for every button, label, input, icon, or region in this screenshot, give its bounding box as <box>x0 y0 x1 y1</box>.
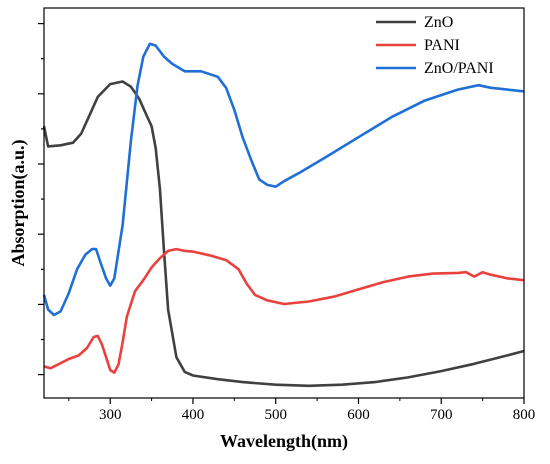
x-tick-label: 600 <box>347 407 370 423</box>
series-lines <box>42 42 525 388</box>
x-tick-label: 500 <box>264 407 287 423</box>
legend: ZnO PANI ZnO/PANI <box>376 14 494 77</box>
series-line-1 <box>43 247 525 374</box>
series-line-2 <box>42 42 525 317</box>
x-tick-label: 800 <box>513 407 536 423</box>
x-tick-label: 400 <box>182 407 205 423</box>
legend-label-0: ZnO <box>424 14 453 31</box>
legend-label-1: PANI <box>424 37 460 54</box>
series-line-0 <box>42 80 525 388</box>
x-tick-label: 300 <box>99 407 122 423</box>
legend-label-2: ZnO/PANI <box>424 60 494 77</box>
axis-ticks: 300 400 500 600 700 800 <box>38 23 536 423</box>
y-axis-title: Absorption(a.u.) <box>8 139 29 266</box>
x-axis-title: Wavelength(nm) <box>220 431 348 452</box>
plot-frame <box>43 7 525 399</box>
x-tick-label: 700 <box>430 407 453 423</box>
